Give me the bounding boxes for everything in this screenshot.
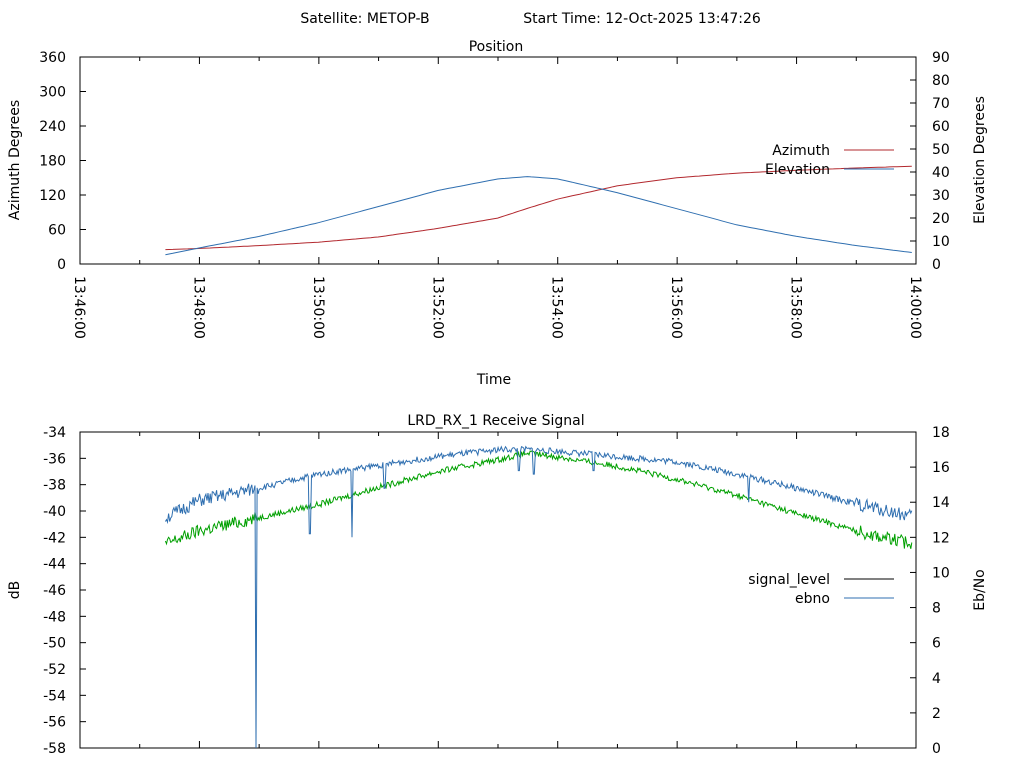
right-tick-label: 90 xyxy=(932,50,950,66)
left-tick-label: 240 xyxy=(39,119,66,135)
left-tick-label: 180 xyxy=(39,154,66,170)
left-tick-label: 300 xyxy=(39,85,66,101)
left-tick-label: 0 xyxy=(57,257,66,273)
legend-label-signal-level: signal_level xyxy=(748,572,830,588)
position-legend: Azimuth Elevation xyxy=(765,143,894,178)
left-tick-label: 60 xyxy=(48,223,66,239)
signal-ylabel: dB xyxy=(7,581,23,600)
series-signal-level-line xyxy=(164,450,913,549)
left-tick-label: -52 xyxy=(43,662,66,678)
signal-chart: LRD_RX_1 Receive Signal dB Eb/No -58-56-… xyxy=(7,413,988,757)
right-tick-label: 70 xyxy=(932,96,950,112)
right-tick-label: 60 xyxy=(932,119,950,135)
signal-right-ticks: 0 2 4 6 8 10 12 14 16 18 xyxy=(910,425,950,757)
left-tick-label: -40 xyxy=(43,504,66,520)
right-tick-label: 16 xyxy=(932,460,950,476)
x-tick-label: 13:58:00 xyxy=(788,276,804,339)
x-tick-label: 14:00:00 xyxy=(907,276,923,339)
x-tick-label: 13:48:00 xyxy=(190,276,206,339)
right-tick-label: 6 xyxy=(932,636,941,652)
position-plot-frame xyxy=(79,56,917,265)
left-tick-label: -58 xyxy=(43,741,66,757)
x-tick-label: 13:56:00 xyxy=(668,276,684,339)
left-tick-label: -42 xyxy=(43,530,66,546)
right-tick-label: 40 xyxy=(932,165,950,181)
right-tick-label: 0 xyxy=(932,741,941,757)
left-tick-label: -36 xyxy=(43,451,66,467)
x-tick-label: 13:50:00 xyxy=(310,276,326,339)
left-tick-label: -38 xyxy=(43,478,66,494)
position-series xyxy=(165,165,912,256)
position-right-ticks: 0 10 20 30 40 50 60 70 80 90 xyxy=(910,50,950,273)
position-x-ticks: 13:46:00 13:48:00 13:50:00 13:52:00 13:54:00… xyxy=(71,57,923,339)
right-tick-label: 8 xyxy=(932,601,941,617)
signal-left-ticks: -58 -56 -54 -52 -50 -48 -46 -44 -42 -40 -38 -36 -34 xyxy=(43,425,86,757)
right-tick-label: 0 xyxy=(932,257,941,273)
right-tick-label: 80 xyxy=(932,73,950,89)
x-tick-label: 13:46:00 xyxy=(71,276,87,339)
signal-chart-title: LRD_RX_1 Receive Signal xyxy=(407,413,584,429)
position-ylabel: Azimuth Degrees xyxy=(7,100,23,220)
legend-label-ebno: ebno xyxy=(795,591,830,607)
start-time-label: Start Time: 12-Oct-2025 13:47:26 xyxy=(523,11,761,27)
position-y2label: Elevation Degrees xyxy=(972,96,988,224)
series-Elevation-line xyxy=(165,176,912,256)
right-tick-label: 14 xyxy=(932,495,950,511)
right-tick-label: 18 xyxy=(932,425,950,441)
satellite-label: Satellite: METOP-B xyxy=(300,11,429,27)
left-tick-label: -56 xyxy=(43,715,66,731)
right-tick-label: 20 xyxy=(932,211,950,227)
left-tick-label: 120 xyxy=(39,188,66,204)
left-tick-label: -44 xyxy=(43,557,66,573)
left-tick-label: -50 xyxy=(43,636,66,652)
signal-x-ticks xyxy=(79,432,917,748)
series-Azimuth-line xyxy=(165,165,912,251)
left-tick-label: -34 xyxy=(43,425,66,441)
right-tick-label: 50 xyxy=(932,142,950,158)
position-chart: Position Azimuth Degrees Elevation Degre… xyxy=(7,39,988,388)
series-ebno-line xyxy=(164,445,913,749)
x-tick-label: 13:52:00 xyxy=(429,276,445,339)
right-tick-label: 4 xyxy=(932,671,941,687)
left-tick-label: -54 xyxy=(43,688,66,704)
signal-series xyxy=(164,445,913,749)
right-tick-label: 2 xyxy=(932,706,941,722)
left-tick-label: -46 xyxy=(43,583,66,599)
legend-label-Elevation: Elevation xyxy=(765,162,830,178)
signal-y2label: Eb/No xyxy=(972,569,988,611)
position-xlabel: Time xyxy=(476,372,511,388)
position-chart-title: Position xyxy=(469,39,524,55)
position-left-ticks: 0 60 120 180 240 300 360 xyxy=(39,50,86,273)
legend-label-Azimuth: Azimuth xyxy=(772,143,830,159)
left-tick-label: 360 xyxy=(39,50,66,66)
right-tick-label: 10 xyxy=(932,565,950,581)
right-tick-label: 10 xyxy=(932,234,950,250)
left-tick-label: -48 xyxy=(43,609,66,625)
x-tick-label: 13:54:00 xyxy=(549,276,565,339)
right-tick-label: 12 xyxy=(932,530,950,546)
signal-plot-frame xyxy=(79,431,917,749)
right-tick-label: 30 xyxy=(932,188,950,204)
